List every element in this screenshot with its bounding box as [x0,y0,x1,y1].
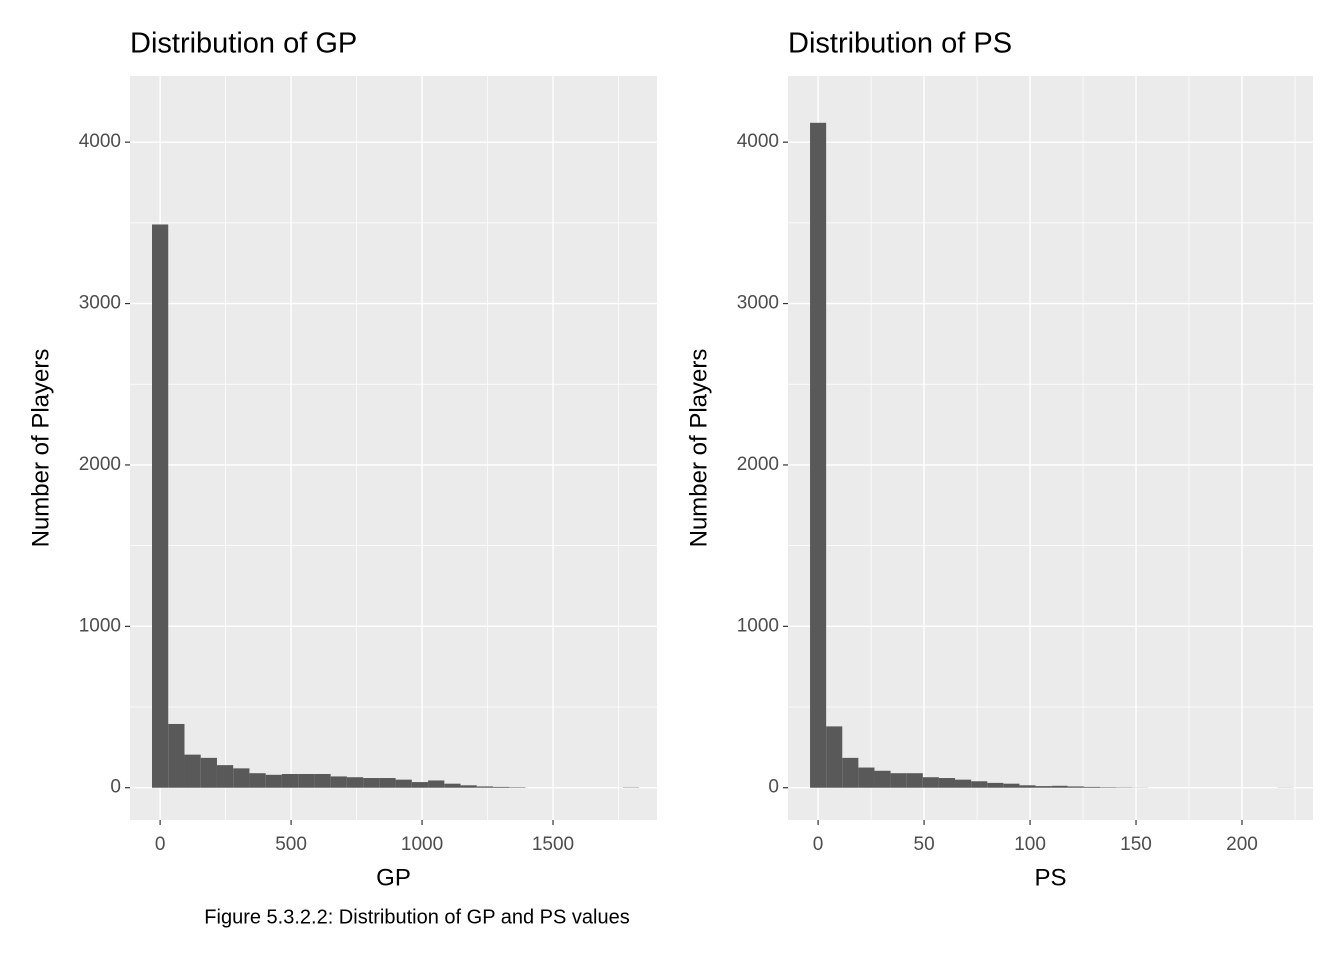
bar [347,777,363,787]
bar [233,768,249,787]
bar [363,778,379,788]
bar [493,787,509,788]
x-tick-label: 500 [275,834,307,855]
bar [907,773,923,788]
y-tick-label: 1000 [79,615,121,636]
bar [249,773,265,788]
y-tick-label: 4000 [79,131,121,152]
bar [266,775,282,788]
y-tick-label: 0 [110,777,121,798]
bar [858,768,874,788]
bar [168,724,184,788]
bar [282,774,298,788]
bar [987,783,1003,788]
bar [955,780,971,788]
bar [331,776,347,787]
bar [1052,786,1068,788]
x-tick-label: 1500 [532,834,574,855]
y-tick-label: 2000 [737,454,779,475]
chart-title: Distribution of PS [788,28,1012,60]
chart-title: Distribution of GP [130,28,357,60]
x-tick-label: 1000 [401,834,443,855]
bar [1019,785,1035,787]
y-tick-label: 3000 [79,293,121,314]
caption: Figure 5.3.2.2: Distribution of GP and P… [204,906,629,928]
x-tick-label: 100 [1014,834,1046,855]
bar [217,765,233,788]
bar [444,784,460,788]
x-tick-label: 0 [155,834,166,855]
y-axis-title: Number of Players [27,349,54,548]
x-tick-label: 200 [1226,834,1258,855]
bar [298,774,314,788]
x-axis-title: PS [1034,864,1066,891]
bar [184,755,200,788]
bar [314,774,330,788]
bar [939,778,955,788]
y-tick-label: 1000 [737,615,779,636]
y-tick-label: 0 [768,777,779,798]
x-axis-title: GP [376,864,411,891]
bar [810,123,826,788]
bar [1084,787,1100,788]
x-tick-label: 0 [813,834,824,855]
bar [379,778,395,788]
bar [1036,786,1052,788]
bar [1003,784,1019,788]
bar [461,785,477,787]
y-axis-title: Number of Players [685,349,712,548]
x-tick-label: 150 [1120,834,1152,855]
bar [891,773,907,788]
y-tick-label: 2000 [79,454,121,475]
y-tick-label: 3000 [737,293,779,314]
panel-background [788,76,1313,820]
bar [396,780,412,788]
bar [874,771,890,788]
bar [826,726,842,787]
panel-background [130,76,657,820]
bar [842,758,858,788]
x-tick-label: 50 [914,834,935,855]
y-tick-label: 4000 [737,131,779,152]
bar [412,782,428,788]
bar [1068,786,1084,787]
bar [971,781,987,787]
bar [152,224,168,787]
bar [923,777,939,787]
bar [477,786,493,787]
bar [428,780,444,787]
bar [201,758,217,788]
